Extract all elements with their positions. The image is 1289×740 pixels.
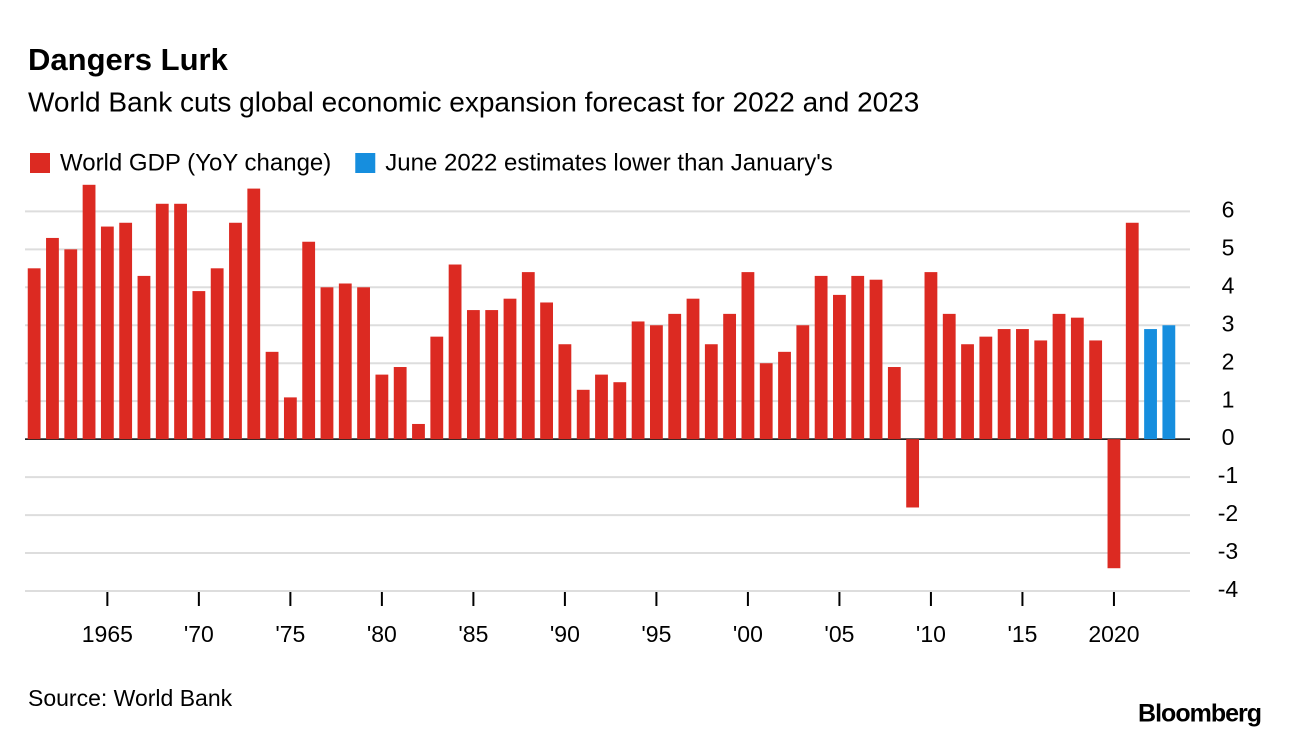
bar: [961, 344, 974, 440]
bar: [302, 241, 316, 440]
x-tick-label: '90: [550, 621, 580, 647]
bar: [595, 374, 608, 440]
y-tick-label: -1: [1218, 462, 1238, 488]
x-tick-label: 1965: [82, 621, 133, 647]
bar: [796, 325, 810, 440]
legend-swatch: [30, 153, 50, 173]
bar: [155, 203, 169, 440]
legend-label: World GDP (YoY change): [60, 149, 331, 176]
bar: [265, 351, 279, 440]
y-tick-label: -4: [1218, 576, 1239, 602]
bar: [833, 294, 846, 440]
bar: [229, 222, 242, 440]
bar: [1089, 340, 1103, 440]
bar: [174, 203, 187, 440]
x-tick-label: '80: [367, 621, 397, 647]
bar: [503, 298, 517, 440]
x-tick-label: '85: [458, 621, 488, 647]
x-tick-label: '15: [1007, 621, 1037, 647]
bar: [558, 344, 572, 440]
y-tick-label: 3: [1222, 310, 1235, 336]
bar: [448, 264, 462, 440]
bar: [649, 325, 663, 440]
bar: [64, 249, 78, 440]
legend-swatch: [355, 153, 376, 173]
bar: [320, 287, 334, 440]
bar: [27, 268, 41, 440]
y-tick-label: 6: [1222, 196, 1235, 222]
bar: [338, 283, 352, 440]
bar: [723, 313, 737, 440]
bar: [119, 222, 133, 440]
bar: [1125, 222, 1139, 440]
bar: [357, 287, 370, 440]
bar: [613, 382, 627, 440]
bar: [46, 237, 59, 440]
bar: [1107, 439, 1121, 569]
bar: [1162, 325, 1176, 440]
bar: [430, 336, 444, 440]
source: Source: World Bank: [28, 685, 233, 711]
x-tick-label: '00: [733, 621, 763, 647]
bar: [521, 272, 535, 440]
bar: [869, 279, 883, 440]
bar: [1070, 317, 1084, 440]
bar: [393, 367, 407, 440]
x-tick-label: '10: [916, 621, 946, 647]
bar: [576, 389, 590, 440]
bar: [686, 298, 700, 440]
x-tick-label: '70: [184, 621, 214, 647]
bar: [851, 275, 865, 440]
y-tick-label: 1: [1222, 386, 1235, 412]
chart-subtitle: World Bank cuts global economic expansio…: [28, 86, 919, 117]
y-tick-label: 4: [1222, 272, 1235, 298]
bar: [704, 344, 718, 440]
y-tick-label: 0: [1222, 424, 1235, 450]
y-tick-label: -2: [1218, 500, 1238, 526]
bar: [979, 336, 993, 440]
bar: [485, 310, 499, 440]
bar: [210, 268, 224, 440]
legend-label: June 2022 estimates lower than January's: [385, 149, 833, 176]
bar: [1034, 340, 1048, 440]
x-tick-label: '75: [275, 621, 305, 647]
bar: [778, 351, 791, 440]
bar: [540, 302, 554, 440]
bar: [375, 374, 389, 440]
bar: [1052, 313, 1066, 440]
bar: [814, 275, 828, 440]
bar: [924, 272, 938, 440]
bar: [192, 291, 206, 440]
bar: [283, 397, 297, 440]
bar: [906, 439, 920, 508]
x-tick-label: '95: [641, 621, 671, 647]
bar: [247, 188, 261, 440]
y-tick-label: -3: [1218, 538, 1238, 564]
bar: [466, 310, 480, 440]
bar: [412, 423, 425, 440]
bar: [759, 363, 773, 440]
x-tick-label: '05: [824, 621, 854, 647]
bar: [997, 329, 1011, 440]
brand: Bloomberg: [1138, 700, 1261, 728]
bar: [1144, 329, 1157, 440]
chart-title: Dangers Lurk: [28, 42, 229, 77]
bar: [137, 275, 151, 440]
y-tick-label: 2: [1222, 348, 1235, 374]
bar: [668, 313, 682, 440]
y-tick-label: 5: [1222, 234, 1235, 260]
bar: [887, 367, 901, 440]
bar: [631, 321, 645, 440]
bar: [100, 226, 114, 440]
bar: [1016, 329, 1029, 440]
bar: [741, 272, 755, 440]
bar: [82, 184, 96, 440]
x-tick-label: 2020: [1088, 621, 1139, 647]
bar: [942, 313, 956, 440]
